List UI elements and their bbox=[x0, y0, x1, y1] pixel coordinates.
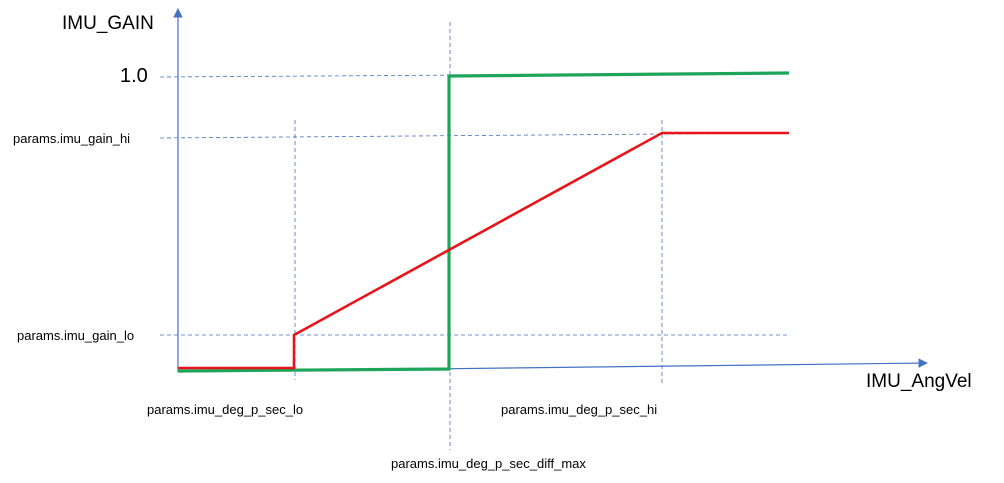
y-axis-title: IMU_GAIN bbox=[62, 13, 154, 34]
x-axis-title: IMU_AngVel bbox=[866, 371, 972, 392]
y-tick-gain-hi: params.imu_gain_hi bbox=[13, 131, 131, 146]
red-ramp-curve bbox=[178, 131, 789, 370]
y-tick-one: 1.0 bbox=[120, 65, 148, 87]
x-tick-diff-max: params.imu_deg_p_sec_diff_max bbox=[391, 456, 586, 471]
x-tick-deg-lo: params.imu_deg_p_sec_lo bbox=[147, 402, 304, 417]
green-step-curve bbox=[177, 71, 790, 373]
x-tick-deg-hi: params.imu_deg_p_sec_hi bbox=[501, 402, 658, 417]
y-tick-gain-lo: params.imu_gain_lo bbox=[17, 328, 135, 343]
